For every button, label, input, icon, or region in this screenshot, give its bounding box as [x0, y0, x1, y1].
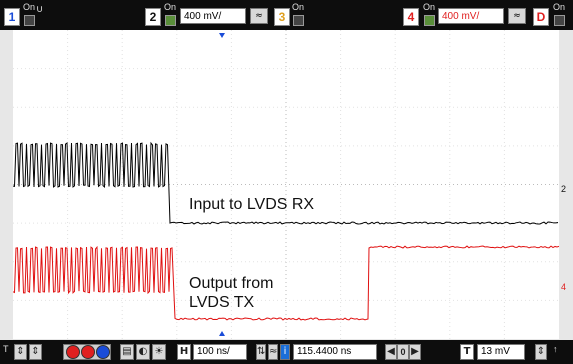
channel-3-on-label: On: [292, 2, 304, 12]
label-output-lvds-tx-line1: Output from: [189, 275, 273, 293]
trigger-position-icon: [219, 33, 225, 38]
arrow-right-icon[interactable]: ▶: [409, 344, 421, 360]
channel-2-coupling-icon[interactable]: ≈: [250, 8, 268, 24]
red-circle-icon-2[interactable]: [81, 345, 95, 359]
channel-4-on-label: On: [423, 2, 435, 12]
waveform-icon: ∪: [36, 4, 43, 15]
contrast-icon[interactable]: ◐: [136, 344, 150, 360]
channel-4-coupling-icon[interactable]: ≈: [508, 8, 526, 24]
channel-3-on-checkbox[interactable]: [293, 15, 304, 26]
channel-4-scale-field[interactable]: 400 mV/: [438, 8, 504, 24]
info-icon[interactable]: i: [280, 344, 290, 360]
brightness-icon[interactable]: ☀: [152, 344, 166, 360]
digital-on-checkbox[interactable]: [554, 15, 565, 26]
control-toolbar: T ⇕ ⇕ ▤ ◐ ☀ H 100 ns/ ⇅ ≈ i 115.4400 ns …: [0, 340, 573, 364]
spin-up-down-icon-2[interactable]: ⇕: [29, 344, 42, 360]
spin-up-down-icon[interactable]: ⇕: [14, 344, 27, 360]
red-circle-icon[interactable]: [66, 345, 80, 359]
channel-2-ground-marker[interactable]: 2: [561, 184, 566, 194]
channel-4-on-checkbox[interactable]: [424, 15, 435, 26]
spin-up-down-icon-3[interactable]: ⇅: [256, 344, 266, 360]
channel-2-on-checkbox[interactable]: [165, 15, 176, 26]
channel-1-on-checkbox[interactable]: [24, 15, 35, 26]
spin-up-down-icon-4[interactable]: ⇕: [535, 344, 547, 360]
label-input-lvds-rx: Input to LVDS RX: [189, 196, 314, 214]
trigger-button[interactable]: T: [460, 344, 474, 360]
trigger-position-bottom-icon: [219, 331, 225, 336]
delay-field[interactable]: 115.4400 ns: [293, 344, 377, 360]
channel-4-trace: [13, 246, 559, 320]
timebase-field[interactable]: 100 ns/: [193, 344, 247, 360]
digital-channel-button[interactable]: D: [533, 8, 549, 26]
channel-2-on-label: On: [164, 2, 176, 12]
channel-1-button[interactable]: 1: [4, 8, 20, 26]
channel-4-ground-marker[interactable]: 4: [561, 282, 566, 292]
channel-4-button[interactable]: 4: [403, 8, 419, 26]
acquisition-value[interactable]: 0: [397, 344, 409, 360]
arrow-left-icon[interactable]: ◀: [385, 344, 397, 360]
trigger-level-marker-icon: ↑: [553, 344, 558, 354]
display-icon[interactable]: ▤: [120, 344, 134, 360]
trigger-marker-icon: T: [3, 344, 9, 354]
blue-circle-icon[interactable]: [96, 345, 110, 359]
channel-2-scale-field[interactable]: 400 mV/: [180, 8, 246, 24]
trigger-level-field[interactable]: 13 mV: [477, 344, 525, 360]
channel-2-button[interactable]: 2: [145, 8, 161, 26]
waveform-display[interactable]: Input to LVDS RX Output from LVDS TX: [13, 30, 559, 339]
waveform-graticule: [13, 30, 559, 339]
slope-icon[interactable]: ≈: [268, 344, 278, 360]
horizontal-button[interactable]: H: [177, 344, 191, 360]
label-output-lvds-tx-line2: LVDS TX: [189, 294, 254, 312]
channel-3-button[interactable]: 3: [274, 8, 290, 26]
digital-on-label: On: [553, 2, 565, 12]
channel-toolbar: 1 On ∪ 2 On 400 mV/ ≈ 3 On 4 On 400 mV/ …: [0, 0, 573, 30]
channel-1-on-label: On: [23, 2, 35, 12]
